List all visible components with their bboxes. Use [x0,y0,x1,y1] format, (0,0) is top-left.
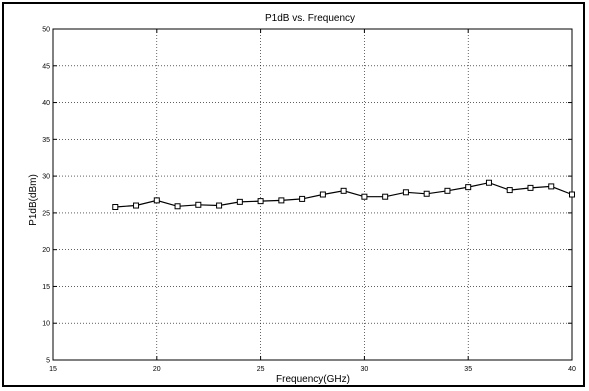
chart-frame [2,2,585,387]
data-point-marker [133,202,140,209]
grid-layer [53,29,572,360]
x-tick-label: 20 [153,366,161,373]
data-point-marker [548,183,555,190]
y-tick-label: 35 [42,137,50,144]
data-point-marker [319,191,326,198]
data-point-marker [174,203,181,210]
data-point-marker [444,187,451,194]
x-tick-label: 15 [49,366,57,373]
y-tick-label: 25 [42,210,50,217]
chart-title: P1dB vs. Frequency [265,13,355,24]
data-point-marker [236,198,243,205]
y-tick-label: 45 [42,63,50,70]
data-point-marker [340,187,347,194]
data-point-marker [569,191,575,198]
data-point-marker [527,184,534,191]
data-point-marker [423,190,430,197]
data-point-marker [216,202,223,209]
data-point-marker [506,187,513,194]
x-tick-label: 30 [361,366,369,373]
plot-area [52,28,573,361]
y-tick-label: 15 [42,284,50,291]
data-point-marker [299,195,306,202]
ticks-layer: 15 20 25 30 35 40 5 10 15 20 25 30 35 40 45 50 [42,27,576,374]
data-point-marker [278,197,285,204]
data-point-marker [485,179,492,186]
y-tick-label: 40 [42,100,50,107]
y-tick-label: 10 [42,321,50,328]
data-point-marker [153,197,160,204]
data-point-marker [402,189,409,196]
x-tick-label: 35 [464,366,472,373]
x-tick-label: 40 [568,366,576,373]
y-axis-label: P1dB(dBm) [28,174,39,226]
x-tick-label: 25 [257,366,265,373]
x-axis-label: Frequency(GHz) [276,374,350,385]
y-tick-label: 5 [46,358,50,365]
y-tick-label: 50 [42,27,50,34]
data-point-marker [195,201,202,208]
data-point-marker [465,184,472,191]
data-point-marker [361,193,368,200]
y-tick-label: 20 [42,247,50,254]
series-layer [112,179,575,211]
y-tick-label: 30 [42,174,50,181]
data-point-marker [257,198,264,205]
data-point-marker [382,193,389,200]
series-line [115,182,573,208]
data-point-marker [112,204,119,211]
